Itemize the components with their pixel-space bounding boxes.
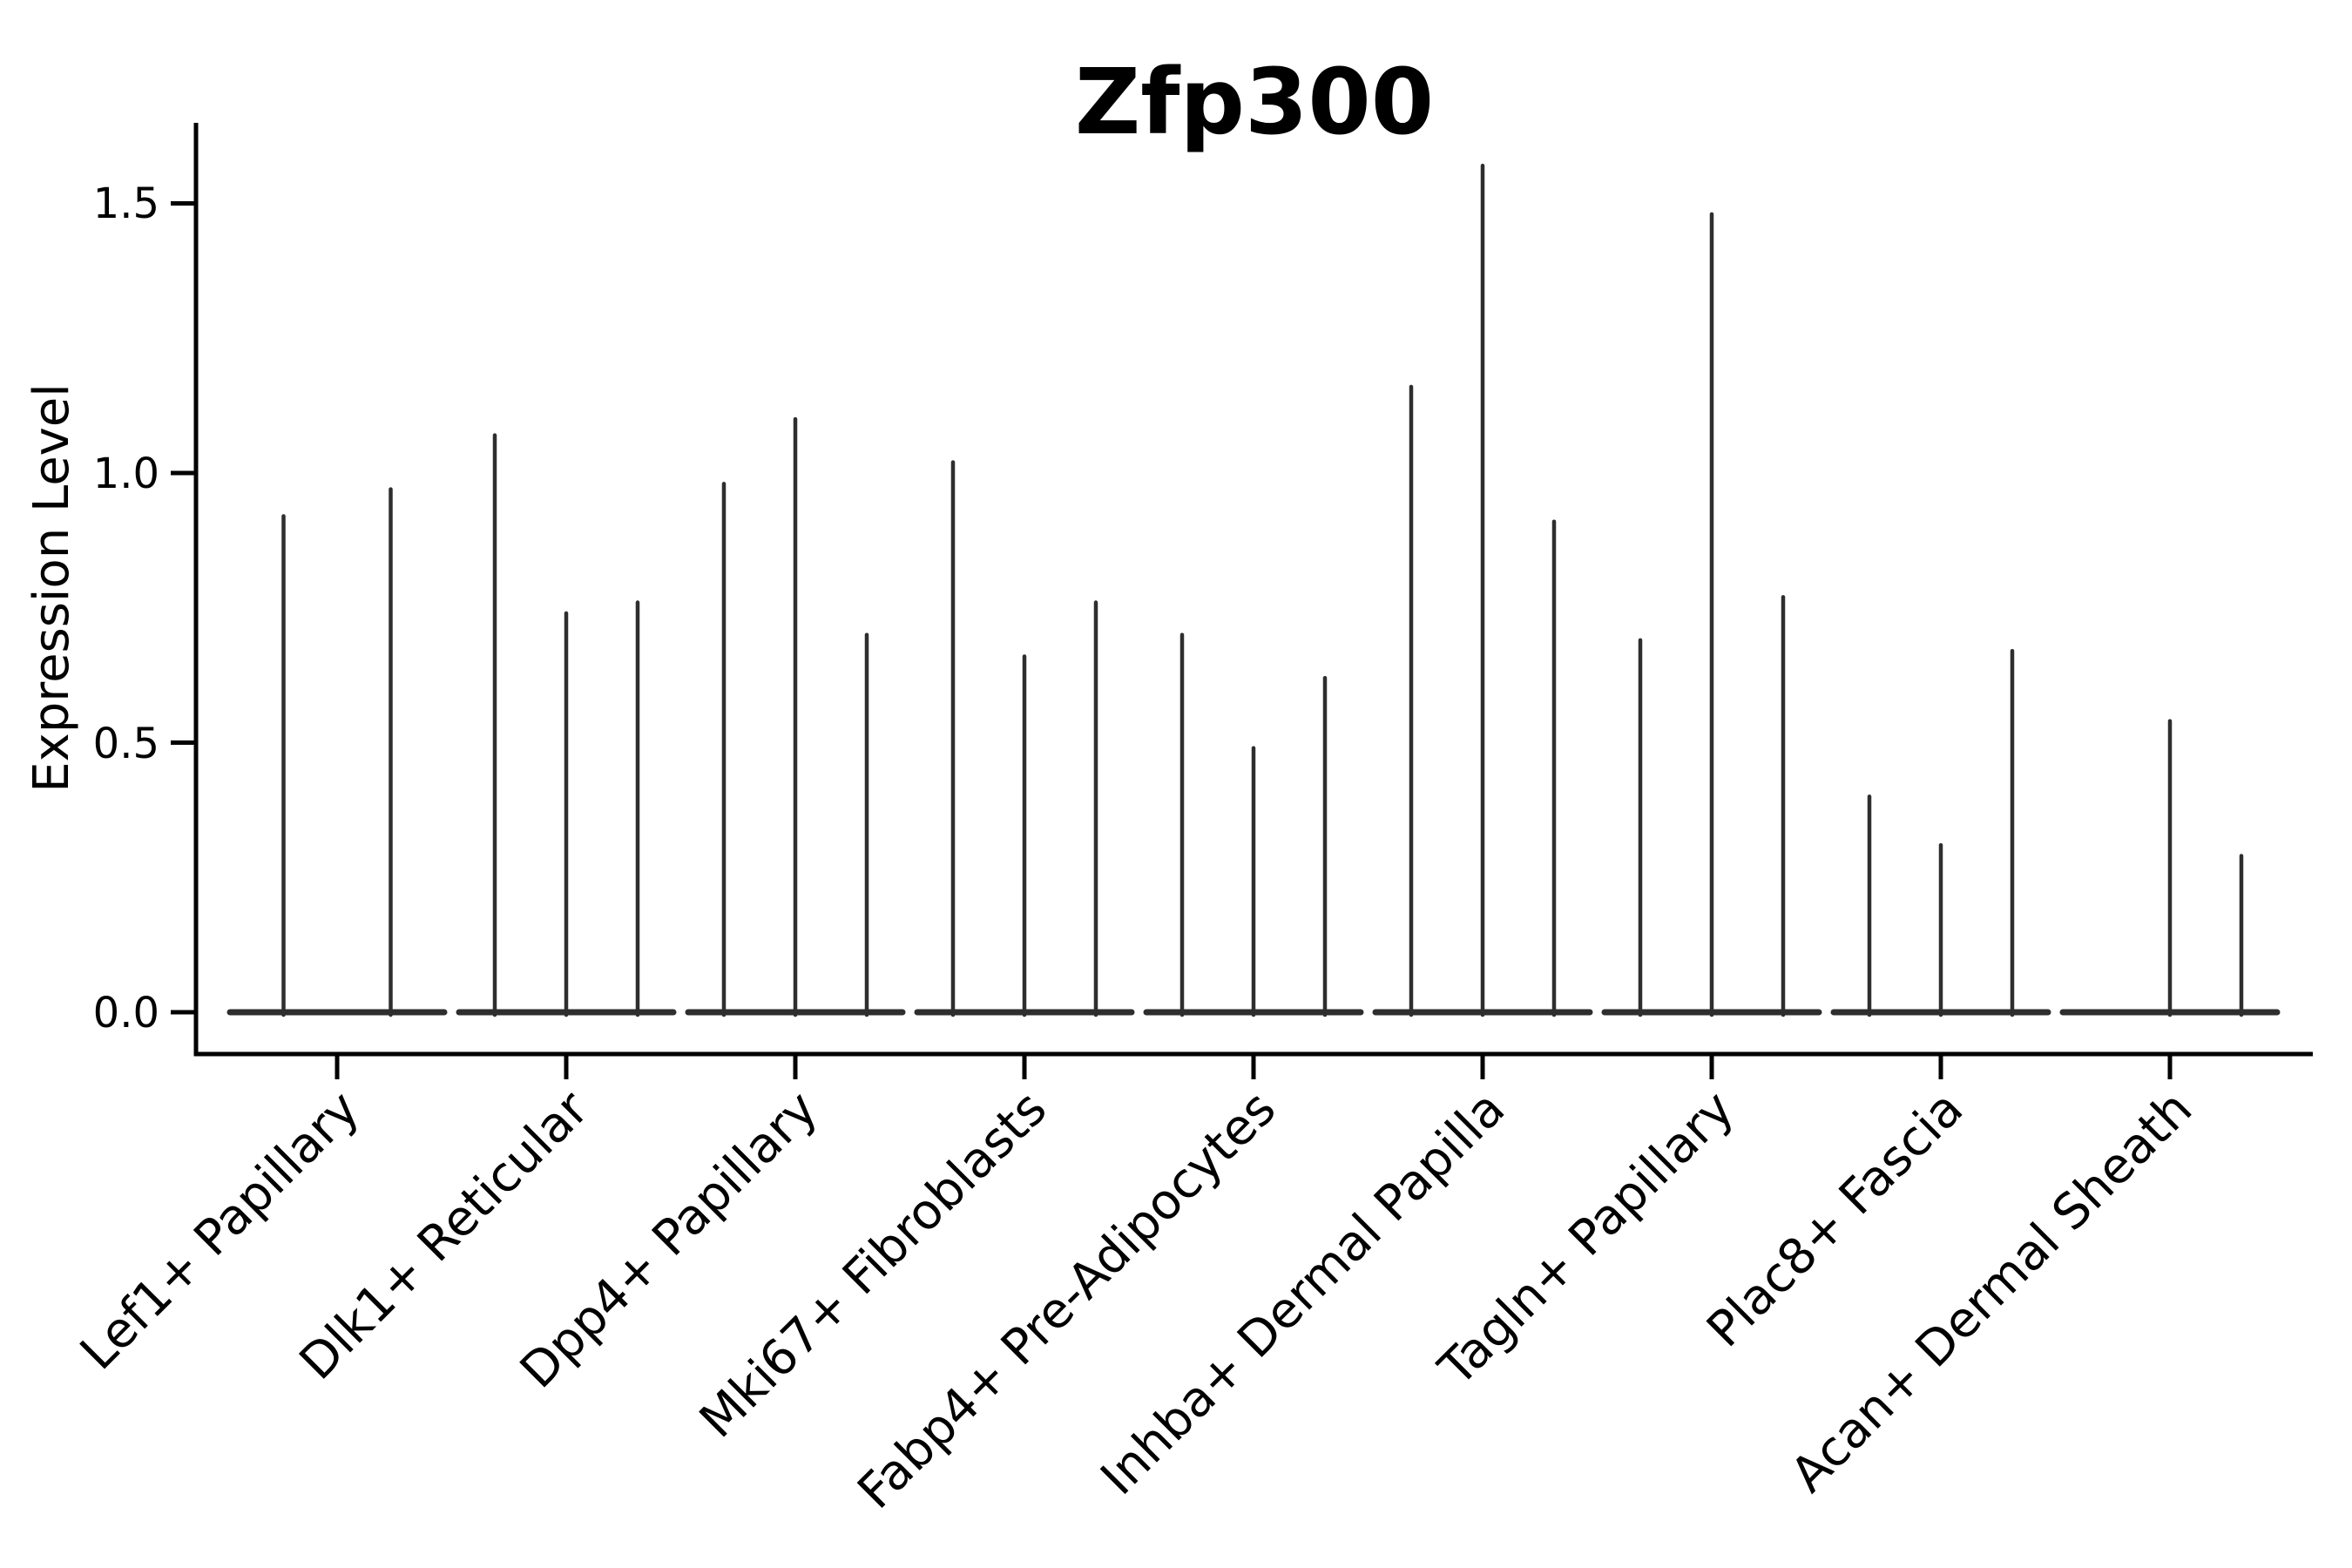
x-tick-label-fabp4-pre-adipocytes: Fabp4+ Pre-Adipocytes [848, 1080, 1288, 1520]
axes-spine [193, 123, 2313, 1057]
y-tick-label-0.0: 0.0 [93, 989, 159, 1037]
x-tick-labels: Lef1+ Papillary Dlk1+ Reticular Dpp4+ Pa… [70, 1080, 2203, 1520]
y-axis-label: Expression Level [24, 383, 80, 793]
axis-ticks [171, 201, 2173, 1079]
plot-title: Zfp300 [1075, 49, 1434, 155]
y-tick-label-1.0: 1.0 [93, 449, 159, 498]
violins [226, 163, 2281, 1017]
y-tick-label-1.5: 1.5 [93, 179, 159, 228]
y-tick-labels: 0.0 0.5 1.0 1.5 [93, 179, 159, 1037]
x-tick-label-acan-dermal-sheath: Acan+ Dermal Sheath [1781, 1080, 2204, 1504]
y-tick-label-0.5: 0.5 [93, 720, 159, 768]
x-tick-label-inhba-dermal-papilla: Inhba+ Dermal Papilla [1091, 1080, 1517, 1506]
